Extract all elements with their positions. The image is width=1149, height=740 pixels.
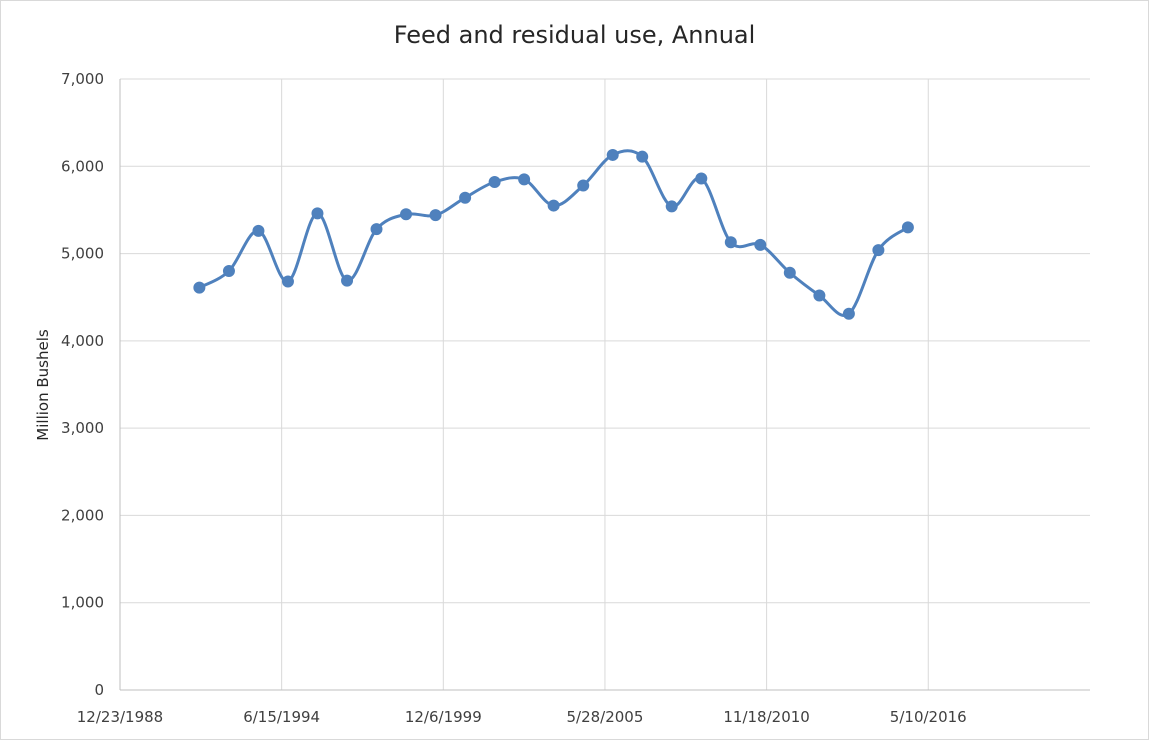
data-point [724,236,737,249]
data-point [222,265,235,278]
tick-labels: 0 1,000 2,000 3,000 4,000 5,000 6,000 7,000 12/2… [61,70,967,726]
y-axis-label: Million Bushels [34,329,52,441]
data-point [547,199,560,212]
data-point [459,191,472,204]
data-point [311,207,324,220]
axes [119,79,1090,691]
chart-title: Feed and residual use, Annual [393,21,756,49]
data-point [636,150,649,163]
data-point [193,281,206,294]
y-tick-label: 6,000 [61,157,104,175]
y-tick-label: 3,000 [61,419,104,437]
y-tick-label: 5,000 [61,245,104,263]
y-tick-label: 0 [94,681,104,699]
data-point [783,266,796,279]
data-point [606,148,619,161]
y-tick-label: 7,000 [61,70,104,88]
gridlines [120,78,1090,690]
x-tick-label: 5/10/2016 [890,708,967,726]
data-point [252,224,265,237]
series-line [197,149,910,317]
x-tick-label: 5/28/2005 [566,708,643,726]
y-tick-label: 4,000 [61,332,104,350]
data-point [370,223,383,236]
x-tick-label: 11/18/2010 [723,708,809,726]
x-tick-label: 6/15/1994 [243,708,320,726]
data-point [577,179,590,192]
data-point [872,244,885,257]
data-point [488,175,501,188]
series-line-layer [197,149,910,317]
data-point [813,289,826,302]
y-tick-label: 2,000 [61,506,104,524]
data-point [400,208,413,221]
data-point [518,173,531,186]
data-point [341,274,354,287]
data-point [695,172,708,185]
data-points [193,148,914,320]
data-point [754,238,767,251]
data-point [665,200,678,213]
x-tick-label: 12/6/1999 [405,708,482,726]
data-point [842,307,855,320]
x-tick-label: 12/23/1988 [77,708,163,726]
data-point [901,221,914,234]
data-point [281,275,294,288]
y-tick-label: 1,000 [61,594,104,612]
data-point [429,209,442,222]
